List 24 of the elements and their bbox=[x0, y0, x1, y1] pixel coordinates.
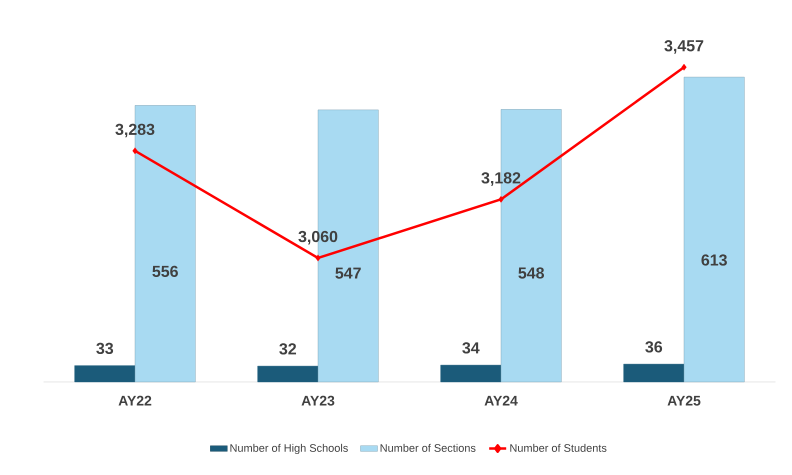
x-tick-label: AY24 bbox=[484, 396, 518, 406]
data-label: 32 bbox=[279, 343, 296, 355]
data-label: 34 bbox=[462, 342, 480, 354]
data-label: 36 bbox=[645, 341, 662, 353]
legend-label: Number of Students bbox=[510, 444, 606, 452]
data-label: 3,457 bbox=[664, 40, 704, 54]
legend-label: Number of Sections bbox=[380, 444, 476, 452]
data-label: 33 bbox=[96, 342, 114, 354]
data-label: 547 bbox=[335, 268, 361, 279]
x-tick-label: AY23 bbox=[302, 396, 334, 406]
bar bbox=[684, 76, 745, 382]
x-tick-label: AY22 bbox=[118, 396, 152, 406]
data-label: 556 bbox=[152, 266, 178, 277]
bar bbox=[440, 364, 502, 382]
data-label: 613 bbox=[701, 254, 727, 266]
bar bbox=[257, 366, 318, 382]
bar bbox=[74, 365, 136, 382]
data-label: 3,182 bbox=[481, 172, 520, 186]
legend-label: Number of High Schools bbox=[230, 444, 348, 454]
bar bbox=[623, 364, 684, 382]
data-label: 3,060 bbox=[298, 230, 338, 244]
data-label: 548 bbox=[518, 267, 544, 279]
data-label: 3,283 bbox=[115, 124, 154, 138]
x-tick-label: AY25 bbox=[668, 396, 700, 406]
